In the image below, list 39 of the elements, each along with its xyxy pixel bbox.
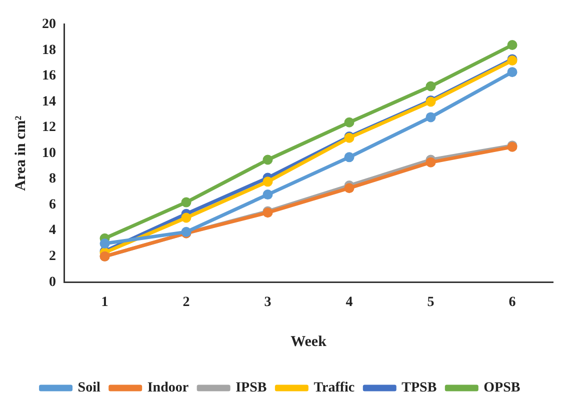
y-tick-label: 0 <box>49 274 56 290</box>
point <box>181 197 192 208</box>
point <box>344 183 354 194</box>
x-axis-title: Week <box>290 334 328 350</box>
x-tick-label: 2 <box>182 295 190 310</box>
x-tick-label: 3 <box>264 295 272 310</box>
point <box>100 238 110 249</box>
point <box>262 176 273 187</box>
point <box>262 154 273 165</box>
y-tick-label: 14 <box>42 94 56 110</box>
point <box>426 157 436 168</box>
y-tick-label: 10 <box>42 146 56 161</box>
legend-label: Soil <box>78 380 100 396</box>
y-tick-label: 12 <box>42 120 56 136</box>
legend-label: IPSB <box>236 380 267 396</box>
point <box>507 40 518 50</box>
point <box>344 152 354 162</box>
y-tick-label: 16 <box>42 68 56 84</box>
legend-label: OPSB <box>484 380 520 396</box>
point <box>426 81 436 92</box>
legend-label: Indoor <box>147 380 189 396</box>
x-tick-label: 5 <box>427 295 434 310</box>
y-tick-label: 18 <box>42 42 56 58</box>
y-tick-label: 8 <box>49 172 56 187</box>
legend-label: TPSB <box>402 380 437 396</box>
point <box>344 117 354 128</box>
point <box>507 67 518 78</box>
y-tick-label: 2 <box>49 249 56 264</box>
y-tick-label: 6 <box>49 197 56 212</box>
point <box>262 190 273 200</box>
y-tick-label: 20 <box>42 17 56 32</box>
point <box>181 212 192 223</box>
y-axis-title: Area in cm² <box>12 115 29 191</box>
point <box>426 112 436 122</box>
y-tick-label: 4 <box>49 223 56 238</box>
x-tick-label: 4 <box>346 295 353 310</box>
legend-label: Traffic <box>314 380 355 396</box>
x-tick-label: 1 <box>101 295 108 310</box>
x-tick-label: 6 <box>508 295 516 310</box>
